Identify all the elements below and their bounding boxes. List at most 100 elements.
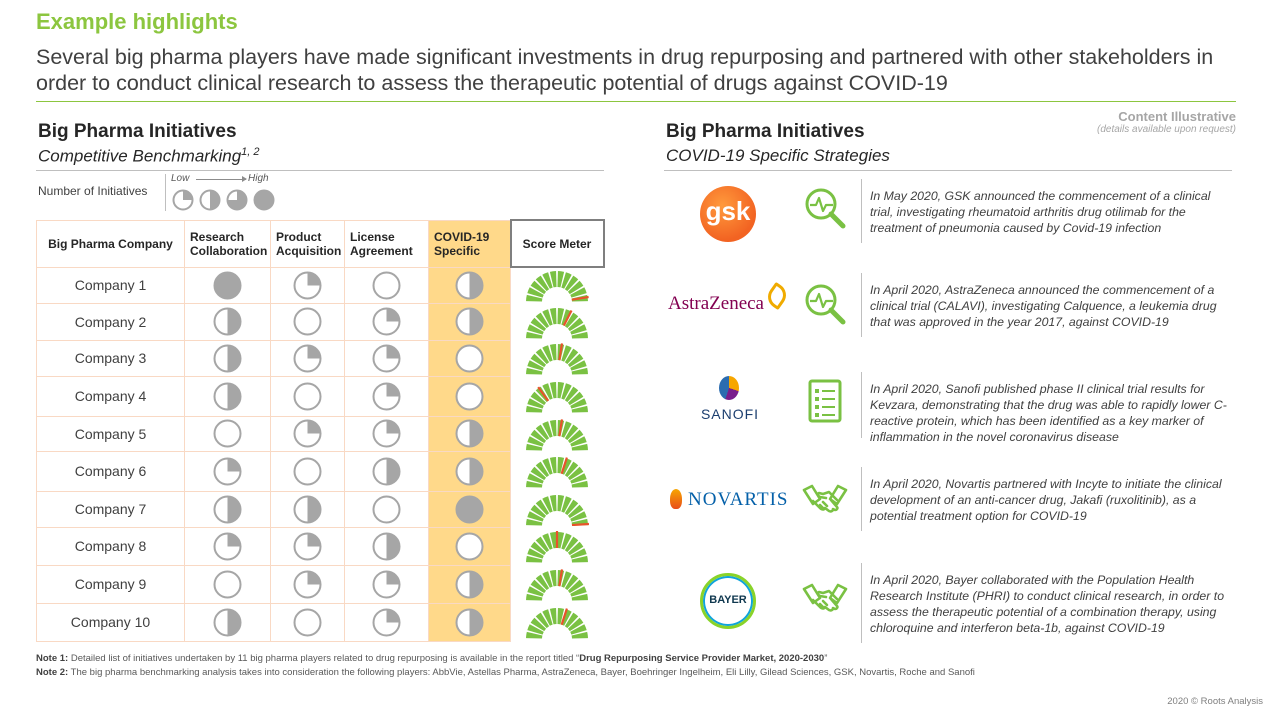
score-meter-cell	[510, 415, 604, 452]
meter-needle	[571, 296, 589, 301]
research-harvey-ball	[213, 344, 242, 372]
meter-segment	[561, 533, 572, 550]
research-harvey-ball	[213, 271, 242, 299]
legend-dot	[199, 189, 221, 211]
novartis-logo: NOVARTIS	[668, 487, 798, 517]
product-cell	[270, 564, 345, 604]
meter-segment	[526, 593, 543, 601]
license-cell	[344, 339, 429, 377]
company-logo-slot: AstraZeneca	[664, 273, 798, 333]
license-harvey-ball	[372, 570, 401, 598]
content-illustrative-badge: Content Illustrative (details available …	[1084, 109, 1236, 135]
meter-segment	[561, 272, 572, 290]
meter-segment	[530, 391, 547, 406]
meter-segment	[570, 323, 587, 335]
meter-segment	[571, 331, 588, 339]
left-panel-subtitle-footnote: 1, 2	[241, 146, 260, 158]
meter-segment	[564, 499, 579, 516]
strategy-icon-slot	[802, 281, 848, 332]
meter-segment	[527, 398, 544, 409]
meter-segment	[570, 398, 587, 409]
left-panel-subtitle-text: Competitive Benchmarking	[38, 146, 242, 166]
research-cell	[184, 564, 271, 604]
covid-harvey-ball	[455, 457, 484, 485]
meter-segment	[535, 348, 550, 365]
handshake-icon	[802, 583, 848, 612]
col-header-company: Big Pharma Company	[36, 219, 185, 268]
research-cell	[184, 490, 271, 528]
covid-harvey-ball	[455, 570, 484, 598]
meter-segment	[530, 579, 547, 594]
product-harvey-ball	[293, 495, 322, 523]
covid-harvey-ball	[455, 307, 484, 336]
strategy-divider	[861, 179, 862, 243]
score-meter-gauge	[526, 569, 588, 601]
company-name: Company 1	[36, 266, 185, 304]
product-harvey-ball	[293, 307, 322, 336]
meter-segment	[530, 429, 547, 443]
astrazeneca-symbol	[763, 281, 791, 311]
benchmark-table: Big Pharma Company Research Collaboratio…	[36, 219, 605, 642]
table-row: Company 8	[36, 526, 604, 566]
table-row: Company 2	[36, 302, 604, 341]
col-header-license: License Agreement	[344, 219, 429, 268]
license-harvey-ball	[372, 382, 401, 410]
score-meter-gauge	[526, 271, 589, 302]
strategy-item: gsk In May 2020, GSK announced the commen…	[664, 179, 1236, 243]
covid-cell	[428, 602, 511, 642]
covid-harvey-ball	[455, 608, 484, 636]
score-meter-gauge	[526, 307, 588, 339]
company-name: Company 2	[36, 302, 185, 341]
research-cell	[184, 375, 271, 417]
meter-segment	[542, 571, 553, 588]
sanofi-logo: SANOFI	[698, 376, 762, 426]
strategy-text: In April 2020, Bayer collaborated with t…	[870, 573, 1225, 635]
product-harvey-ball	[293, 532, 322, 560]
meter-segment	[542, 609, 553, 626]
product-harvey-ball	[293, 271, 322, 299]
gsk-logo: gsk	[700, 186, 756, 242]
strategy-divider	[861, 372, 862, 438]
meter-segment	[561, 609, 572, 626]
license-cell	[344, 526, 429, 566]
meter-segment	[570, 435, 587, 447]
meter-segment	[561, 496, 572, 513]
meter-segment	[549, 419, 557, 436]
company-logo-slot: SANOFI	[664, 372, 798, 432]
document-list-icon	[808, 379, 842, 423]
note-1: Note 1: Detailed list of initiatives und…	[36, 652, 975, 666]
meter-segment	[527, 624, 544, 635]
product-cell	[270, 339, 345, 377]
meter-segment	[526, 443, 543, 451]
covid-harvey-ball	[455, 271, 484, 299]
company-name: Company 4	[36, 375, 185, 417]
product-cell	[270, 490, 345, 528]
meter-segment	[526, 331, 543, 339]
covid-cell	[428, 266, 511, 304]
meter-segment	[564, 536, 579, 553]
meter-segment	[535, 499, 550, 516]
astrazeneca-logo: AstraZeneca	[668, 281, 794, 317]
astrazeneca-logo-text: AstraZeneca	[668, 293, 764, 314]
meter-segment	[570, 360, 587, 371]
meter-segment	[527, 323, 544, 335]
company-name: Company 3	[36, 339, 185, 377]
research-harvey-ball	[213, 495, 242, 523]
product-cell	[270, 602, 345, 642]
meter-segment	[570, 548, 587, 559]
product-cell	[270, 302, 345, 341]
meter-segment	[567, 391, 584, 406]
meter-segment	[564, 461, 579, 478]
legend-arrow	[196, 176, 247, 182]
meter-segment	[526, 405, 543, 413]
product-harvey-ball	[293, 419, 322, 448]
research-cell	[184, 602, 271, 642]
company-name: Company 6	[36, 450, 185, 492]
legend-dot	[253, 189, 275, 211]
license-cell	[344, 564, 429, 604]
score-meter-gauge	[526, 531, 588, 563]
note-2: Note 2: The big pharma benchmarking anal…	[36, 666, 975, 680]
license-harvey-ball	[372, 344, 401, 372]
strategy-divider	[861, 273, 862, 337]
handshake-icon	[802, 484, 848, 513]
